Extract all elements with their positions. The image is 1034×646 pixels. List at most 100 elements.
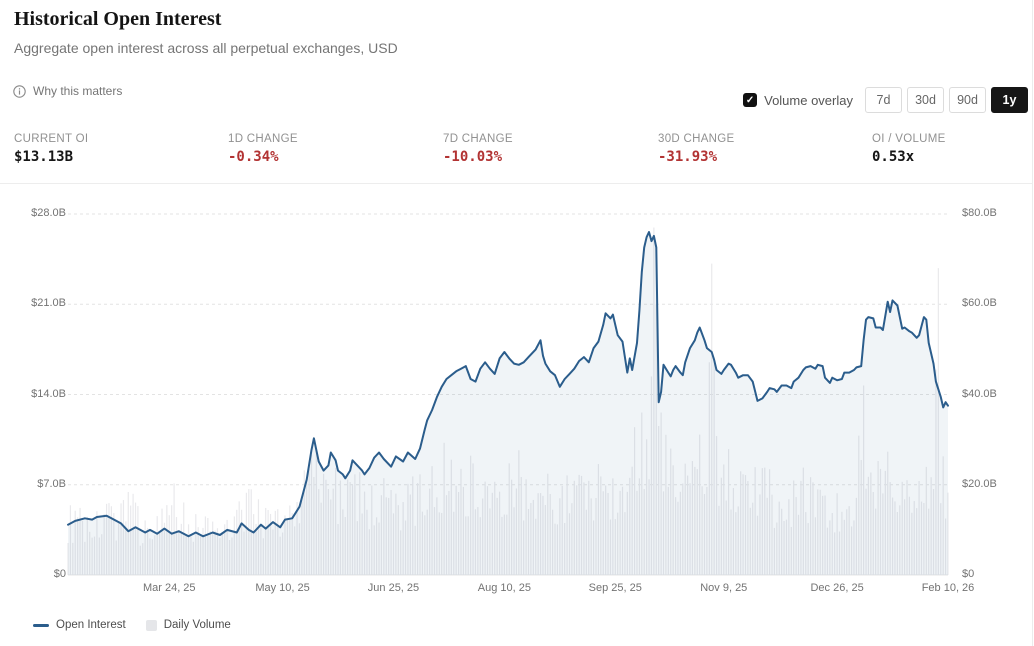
volume-bar xyxy=(653,227,655,575)
volume-bar xyxy=(101,534,103,575)
y-left-tick-$7.0B: $7.0B xyxy=(37,477,66,490)
volume-bar xyxy=(166,505,168,575)
volume-bar xyxy=(306,479,308,575)
volume-bar xyxy=(228,539,231,575)
stat-value: -0.34% xyxy=(228,149,279,165)
volume-bar xyxy=(294,526,296,575)
volume-overlay-checkbox[interactable]: ✓ xyxy=(743,93,758,107)
stat-label: 1D CHANGE xyxy=(228,133,298,145)
range-button-90d[interactable]: 90d xyxy=(949,87,986,113)
volume-bar xyxy=(831,513,833,575)
volume-bar xyxy=(913,501,915,575)
volume-bar xyxy=(887,451,889,575)
volume-bar xyxy=(564,523,566,575)
volume-bar xyxy=(156,516,158,575)
stat-oi-volume: OI / VOLUME 0.53x xyxy=(872,133,1032,165)
volume-bar xyxy=(600,476,602,575)
volume-bar xyxy=(728,449,730,575)
volume-bar xyxy=(253,514,255,575)
why-this-matters-link[interactable]: Why this matters xyxy=(13,84,122,98)
volume-bar xyxy=(658,425,660,575)
volume-bar xyxy=(467,516,469,575)
volume-bar xyxy=(788,499,790,575)
volume-bar xyxy=(530,503,532,575)
volume-bar xyxy=(684,463,686,575)
volume-bar xyxy=(928,508,930,575)
volume-bar xyxy=(773,527,776,575)
volume-bar xyxy=(682,483,684,575)
y-right-tick-$20.0B: $20.0B xyxy=(962,477,997,490)
volume-bar xyxy=(376,517,378,575)
volume-bar xyxy=(219,538,221,575)
range-button-30d[interactable]: 30d xyxy=(907,87,944,113)
volume-bar xyxy=(901,481,903,575)
volume-bar xyxy=(108,503,110,575)
volume-bar xyxy=(609,519,612,575)
volume-bar xyxy=(142,543,144,575)
volume-bar xyxy=(872,491,874,575)
oi-volume-chart[interactable] xyxy=(0,200,1033,600)
y-left-tick-$0: $0 xyxy=(53,568,66,580)
daily-volume-bar-swatch xyxy=(145,619,157,631)
volume-bar xyxy=(163,522,166,575)
volume-bar xyxy=(105,503,108,575)
volume-bar xyxy=(785,519,788,575)
volume-bar xyxy=(508,463,510,575)
volume-bar xyxy=(149,538,151,575)
volume-bar xyxy=(113,513,115,575)
volume-bar xyxy=(289,505,291,575)
volume-bar xyxy=(867,476,870,575)
volume-bar xyxy=(711,263,713,575)
range-button-1y[interactable]: 1y xyxy=(991,87,1028,113)
volume-bar xyxy=(759,494,761,575)
volume-bar xyxy=(819,489,821,575)
volume-bar xyxy=(817,489,819,575)
volume-bar xyxy=(646,439,648,575)
volume-bar xyxy=(93,536,96,575)
volume-overlay-toggle[interactable]: ✓ Volume overlay xyxy=(743,93,853,108)
volume-bar xyxy=(583,482,585,575)
volume-bar xyxy=(636,490,638,575)
volume-bar xyxy=(281,532,284,575)
stat-value: 0.53x xyxy=(872,149,915,165)
y-left-tick-$21.0B: $21.0B xyxy=(31,297,66,310)
volume-bar xyxy=(202,527,204,575)
volume-bar xyxy=(139,545,141,575)
volume-bar xyxy=(236,509,238,575)
volume-bar xyxy=(308,469,310,575)
volume-bar xyxy=(607,492,609,575)
legend-item-open-interest[interactable]: Open Interest xyxy=(33,619,126,631)
legend-item-daily-volume[interactable]: Daily Volume xyxy=(145,619,231,631)
volume-bar xyxy=(764,467,766,575)
info-icon xyxy=(13,84,26,98)
volume-bar xyxy=(843,519,845,575)
volume-bar xyxy=(578,474,580,575)
x-tick-Feb-10-26: Feb 10, 26 xyxy=(921,582,975,594)
volume-bar xyxy=(240,509,243,575)
volume-bar xyxy=(723,464,725,575)
volume-bar xyxy=(265,507,267,575)
range-button-7d[interactable]: 7d xyxy=(865,87,902,113)
x-tick-Dec-26-25: Dec 26, 25 xyxy=(810,582,864,594)
volume-bar xyxy=(841,511,843,575)
volume-bar xyxy=(605,485,607,575)
stat-1d-change: 1D CHANGE -0.34% xyxy=(228,133,443,165)
stats-divider xyxy=(0,183,1032,184)
volume-bar xyxy=(416,483,419,575)
volume-bar xyxy=(436,497,438,575)
volume-bar xyxy=(255,523,257,575)
volume-bar xyxy=(725,500,727,575)
chart-legend: Open Interest Daily Volume xyxy=(33,619,231,631)
volume-bar xyxy=(79,507,81,575)
volume-bar xyxy=(576,485,578,575)
volume-bar xyxy=(906,480,908,575)
volume-bar xyxy=(795,497,797,575)
volume-bar xyxy=(407,483,409,575)
volume-bar xyxy=(212,521,214,575)
volume-bar xyxy=(342,509,344,575)
volume-bar xyxy=(547,473,549,575)
volume-bar xyxy=(703,494,706,575)
volume-bar xyxy=(354,474,356,575)
volume-bar xyxy=(824,495,826,575)
volume-bar xyxy=(134,502,137,575)
